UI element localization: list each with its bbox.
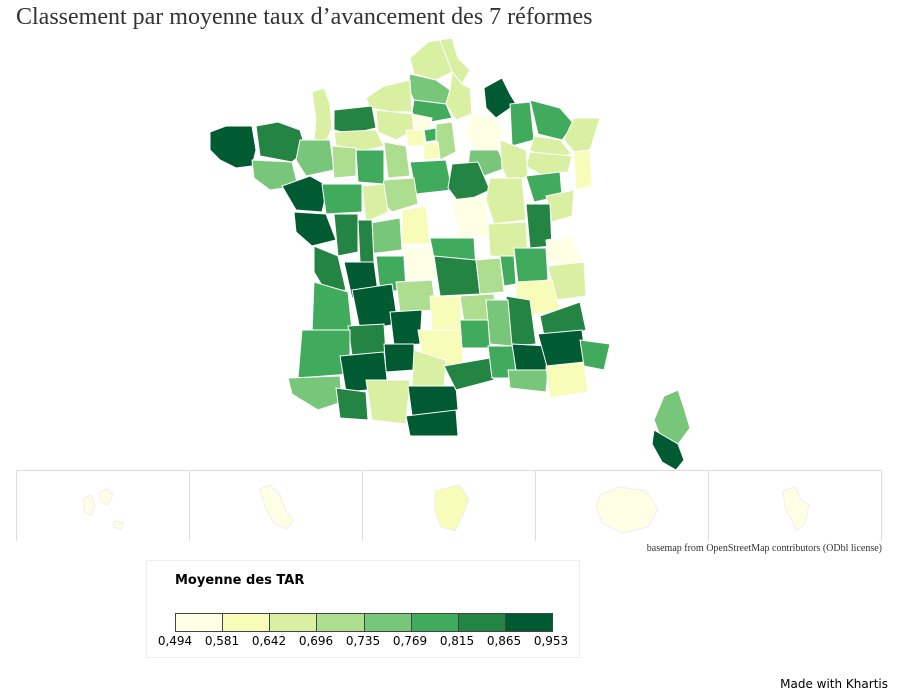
legend-break-label: 0,581 [204,634,240,648]
legend-break-label: 0,494 [157,634,193,648]
dept-haut-rhin [573,149,593,191]
legend-swatch-8 [504,614,552,631]
dept-haute-marne [499,139,529,185]
dept-somme [407,73,451,105]
dept-deux-sevres [333,213,359,257]
legend-break-label: 0,642 [251,634,287,648]
dept-loire [475,257,505,295]
inset-la-reunion [535,471,708,541]
france-map [209,37,691,470]
dept-haute-savoie [545,235,585,267]
dept-bouches-du-rhone [507,369,549,393]
legend-title: Moyenne des TAR [175,573,305,588]
legend: Moyenne des TAR 0,494 0,581 0,642 0,696 … [146,560,580,658]
dept-herault [443,357,495,391]
legend-swatch-3 [269,614,317,631]
map-title: Classement par moyenne taux d’avancement… [16,4,593,30]
dept-cher [401,205,431,245]
dept-haute-garonne [365,379,411,425]
dept-hautes-pyrenees [335,387,369,421]
legend-swatch-4 [316,614,364,631]
dept-cantal [429,295,463,331]
overseas-mayotte [782,486,810,532]
dept-indre-et-loire [361,183,389,223]
legend-break-label: 0,953 [533,634,569,648]
dept-cote-d-or [485,177,527,225]
dept-seine-maritime [365,79,413,113]
basemap-attribution: basemap from OpenStreetMap contributors … [646,543,882,554]
dept-marne [465,113,505,151]
legend-swatch-7 [457,614,505,631]
overseas-martinique [259,484,295,530]
dept-pyrenees-atlantiques [287,375,343,411]
dept-vosges [525,151,573,175]
dept-essonne [423,141,441,161]
overseas-la-reunion [595,486,659,534]
dept-seine-et-marne [435,121,457,161]
dept-eure-et-loir [383,141,411,179]
legend-break-labels: 0,494 0,581 0,642 0,696 0,735 0,769 0,81… [147,634,579,650]
legend-swatch-5 [363,614,411,631]
dept-yvelines [405,129,425,147]
dept-vienne [357,219,375,263]
overseas-guadeloupe [82,488,124,530]
dept-haute-corse [653,389,691,445]
dept-pyrenees-orientales [405,409,459,437]
legend-swatch-1 [176,614,223,631]
dept-orne [333,129,385,153]
dept-lot [389,309,423,347]
dept-var [545,361,589,399]
legend-color-scale [175,613,553,632]
inset-martinique [189,471,362,541]
legend-break-label: 0,735 [345,634,381,648]
dept-maine-et-loire [321,183,363,215]
inset-mayotte [708,471,882,541]
dept-meuse [509,101,535,147]
made-with-credit: Made with Khartis [780,677,888,691]
dept-alpes-maritimes [579,339,611,371]
dept-sarthe [355,149,385,185]
dept-ille-et-vilaine [295,139,335,177]
dept-corse-du-sud [651,429,685,470]
dept-mayenne [331,145,357,179]
inset-guadeloupe [16,471,189,541]
dept-loiret [409,159,453,195]
inset-guyane [362,471,535,541]
legend-break-label: 0,865 [486,634,522,648]
dept-ain [513,247,549,285]
dept-puy-de-dome [433,255,481,297]
dept-nievre [451,195,491,239]
dept-eure [375,109,415,141]
dept-creuse [403,245,437,281]
legend-break-label: 0,696 [298,634,334,648]
dept-ardeche [485,299,513,347]
dept-finistere [209,125,257,169]
legend-break-label: 0,769 [392,634,428,648]
dept-lozere [459,319,491,349]
legend-swatch-6 [410,614,458,631]
dept-manche [311,87,333,143]
dept-lot-et-garonne [347,323,387,357]
dept-aisne [445,70,473,121]
overseas-guyane [434,484,470,532]
legend-swatch-2 [222,614,270,631]
legend-break-label: 0,815 [439,634,475,648]
dept-tarn-et-garonne [383,343,415,373]
dept-aude [407,385,459,417]
overseas-insets [16,470,882,541]
dept-vendee [293,211,337,247]
